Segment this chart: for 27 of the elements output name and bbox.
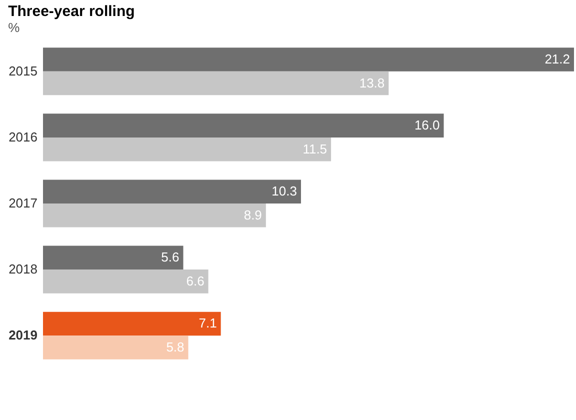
data-label: 16.0 [414,118,440,133]
data-label: 11.5 [302,141,328,156]
bar [43,204,266,228]
y-tick-label: 2015 [8,63,38,78]
bar [43,114,444,138]
data-label: 10.3 [272,184,297,199]
bar [43,180,301,204]
bar [43,312,221,336]
data-label: 8.9 [244,207,262,222]
bar [43,71,389,96]
y-tick-label: 2018 [8,262,38,277]
bar [43,137,332,162]
data-label: 5.8 [166,340,184,355]
bar [43,48,574,72]
data-label: 6.6 [186,273,204,288]
data-label: 7.1 [198,316,217,331]
y-tick-label: 2019 [8,328,38,343]
data-label: 21.2 [544,51,570,66]
bar [43,246,184,270]
data-label: 5.6 [161,250,180,265]
bar [43,336,188,360]
data-label: 13.8 [359,75,385,90]
bar [43,270,208,294]
y-tick-label: 2016 [8,129,38,144]
y-tick-label: 2017 [8,196,38,210]
chart-title: Three-year rolling [8,3,135,20]
text: % [8,20,20,35]
